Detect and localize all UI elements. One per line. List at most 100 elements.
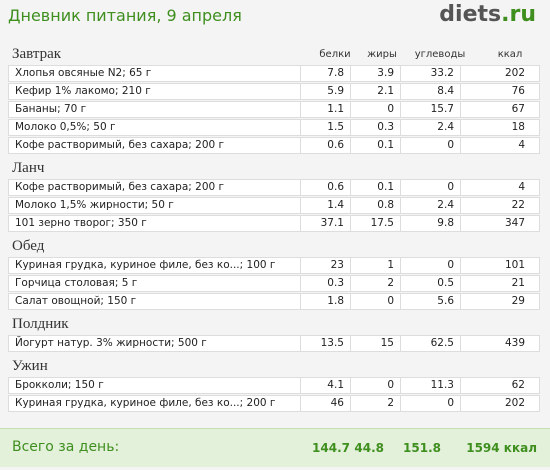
total-label: Всего за день: bbox=[12, 439, 120, 455]
nutrient-value: 0.6 bbox=[301, 138, 351, 153]
section-title: Полдник bbox=[12, 316, 69, 332]
nutrient-value: 2.1 bbox=[351, 84, 401, 99]
food-name: Брокколи; 150 г bbox=[9, 378, 301, 393]
nutrient-value: 439 bbox=[504, 337, 525, 349]
nutrient-value: 21 bbox=[511, 277, 525, 289]
nutrient-value: 1.4 bbox=[301, 198, 351, 213]
nutrient-value: 0.3 bbox=[301, 276, 351, 291]
nutrient-value: 4.1 bbox=[301, 378, 351, 393]
nutrient-value: 4 bbox=[518, 181, 525, 193]
nutrient-value: 2.4 bbox=[401, 120, 461, 135]
section-title: Обед bbox=[12, 238, 45, 254]
nutrient-value: 4 bbox=[518, 139, 525, 151]
total-value: 144.7 bbox=[312, 441, 350, 455]
nutrient-value: 3.9 bbox=[351, 66, 401, 81]
nutrient-value: 7.8 bbox=[301, 66, 351, 81]
nutrient-value: 202 bbox=[504, 397, 525, 409]
nutrient-value: 2 bbox=[351, 276, 401, 291]
nutrient-value: 0.1 bbox=[351, 138, 401, 153]
nutrient-value: 5.9 bbox=[301, 84, 351, 99]
nutrient-value: 13.5 bbox=[301, 336, 351, 351]
nutrient-value: 15.7 bbox=[401, 102, 461, 117]
food-row: Куриная грудка, куриное филе, без ко...;… bbox=[8, 257, 540, 274]
food-row: Кофе растворимый, без сахара; 200 г 0.6 0.… bbox=[8, 137, 540, 154]
logo-name: diets bbox=[439, 2, 502, 27]
food-row: Хлопья овсяные N2; 65 г 7.8 3.9 33.2 202 bbox=[8, 65, 540, 82]
food-row: Кофе растворимый, без сахара; 200 г 0.6 0.… bbox=[8, 179, 540, 196]
nutrient-value: 101 bbox=[504, 259, 525, 271]
nutrient-value: 0 bbox=[401, 138, 461, 153]
total-value: 151.8 bbox=[403, 441, 441, 455]
column-header: углеводы bbox=[414, 49, 466, 60]
column-header: белки bbox=[319, 49, 351, 60]
nutrient-value: 1.1 bbox=[301, 102, 351, 117]
nutrient-value: 0 bbox=[401, 396, 461, 411]
food-row: Бананы; 70 г 1.1 0 15.7 67 bbox=[8, 101, 540, 118]
section-title: Ланч bbox=[12, 160, 45, 176]
nutrient-value: 202 bbox=[504, 67, 525, 79]
food-name: Кефир 1% лакомо; 210 г bbox=[9, 84, 301, 99]
section-title: Завтрак bbox=[12, 46, 62, 62]
nutrient-value: 0.3 bbox=[351, 120, 401, 135]
nutrient-value: 29 bbox=[511, 295, 525, 307]
food-row: Брокколи; 150 г 4.1 0 11.3 62 bbox=[8, 377, 540, 394]
nutrient-value: 1.5 bbox=[301, 120, 351, 135]
column-header: ккал bbox=[497, 49, 523, 60]
nutrient-value: 46 bbox=[301, 396, 351, 411]
food-row: Горчица столовая; 5 г 0.3 2 0.5 21 bbox=[8, 275, 540, 292]
food-name: Горчица столовая; 5 г bbox=[9, 276, 301, 291]
food-name: Бананы; 70 г bbox=[9, 102, 301, 117]
food-name: Йогурт натур. 3% жирности; 500 г bbox=[9, 336, 301, 351]
column-header: жиры bbox=[367, 49, 397, 60]
food-name: Салат овощной; 150 г bbox=[9, 294, 301, 309]
logo[interactable]: diets.ru bbox=[439, 2, 536, 27]
food-name: Кофе растворимый, без сахара; 200 г bbox=[9, 138, 301, 153]
nutrient-value: 1 bbox=[351, 258, 401, 273]
nutrient-value: 33.2 bbox=[401, 66, 461, 81]
nutrient-value: 2 bbox=[351, 396, 401, 411]
nutrient-value: 0 bbox=[401, 180, 461, 195]
nutrient-value: 62 bbox=[511, 379, 525, 391]
food-row: Куриная грудка, куриное филе, без ко...;… bbox=[8, 395, 540, 412]
nutrient-value: 22 bbox=[511, 199, 525, 211]
total-value: 44.8 bbox=[354, 441, 384, 455]
nutrient-value: 5.6 bbox=[401, 294, 461, 309]
footer: Всего за день: 144.7 44.8 151.8 1594 ккал bbox=[0, 428, 550, 467]
nutrient-value: 18 bbox=[511, 121, 525, 133]
nutrient-value: 9.8 bbox=[401, 216, 461, 231]
food-name: Куриная грудка, куриное филе, без ко...;… bbox=[9, 258, 301, 273]
total-value: 1594 ккал bbox=[466, 441, 537, 455]
nutrient-value: 8.4 bbox=[401, 84, 461, 99]
food-name: 101 зерно творог; 350 г bbox=[9, 216, 301, 231]
nutrient-value: 0 bbox=[351, 294, 401, 309]
nutrient-value: 347 bbox=[504, 217, 525, 229]
nutrient-value: 0 bbox=[351, 378, 401, 393]
nutrient-value: 0 bbox=[351, 102, 401, 117]
food-name: Кофе растворимый, без сахара; 200 г bbox=[9, 180, 301, 195]
food-row: Кефир 1% лакомо; 210 г 5.9 2.1 8.4 76 bbox=[8, 83, 540, 100]
food-name: Куриная грудка, куриное филе, без ко...;… bbox=[9, 396, 301, 411]
section-title: Ужин bbox=[12, 358, 48, 374]
food-row: Салат овощной; 150 г 1.8 0 5.6 29 bbox=[8, 293, 540, 310]
nutrient-value: 62.5 bbox=[401, 336, 461, 351]
food-name: Молоко 0,5%; 50 г bbox=[9, 120, 301, 135]
nutrient-value: 2.4 bbox=[401, 198, 461, 213]
logo-tld: .ru bbox=[501, 2, 536, 27]
nutrient-value: 0.6 bbox=[301, 180, 351, 195]
nutrient-value: 76 bbox=[511, 85, 525, 97]
food-row: Йогурт натур. 3% жирности; 500 г 13.5 15 62… bbox=[8, 335, 540, 352]
food-row: Молоко 1,5% жирности; 50 г 1.4 0.8 2.4 22 bbox=[8, 197, 540, 214]
food-name: Молоко 1,5% жирности; 50 г bbox=[9, 198, 301, 213]
page-title: Дневник питания, 9 апреля bbox=[8, 6, 242, 25]
nutrient-value: 0.5 bbox=[401, 276, 461, 291]
nutrient-value: 23 bbox=[301, 258, 351, 273]
nutrient-value: 0.1 bbox=[351, 180, 401, 195]
nutrient-value: 0.8 bbox=[351, 198, 401, 213]
nutrient-value: 0 bbox=[401, 258, 461, 273]
food-name: Хлопья овсяные N2; 65 г bbox=[9, 66, 301, 81]
nutrient-value: 1.8 bbox=[301, 294, 351, 309]
nutrient-value: 67 bbox=[511, 103, 525, 115]
food-row: 101 зерно творог; 350 г 37.1 17.5 9.8 347 bbox=[8, 215, 540, 232]
nutrient-value: 17.5 bbox=[351, 216, 401, 231]
